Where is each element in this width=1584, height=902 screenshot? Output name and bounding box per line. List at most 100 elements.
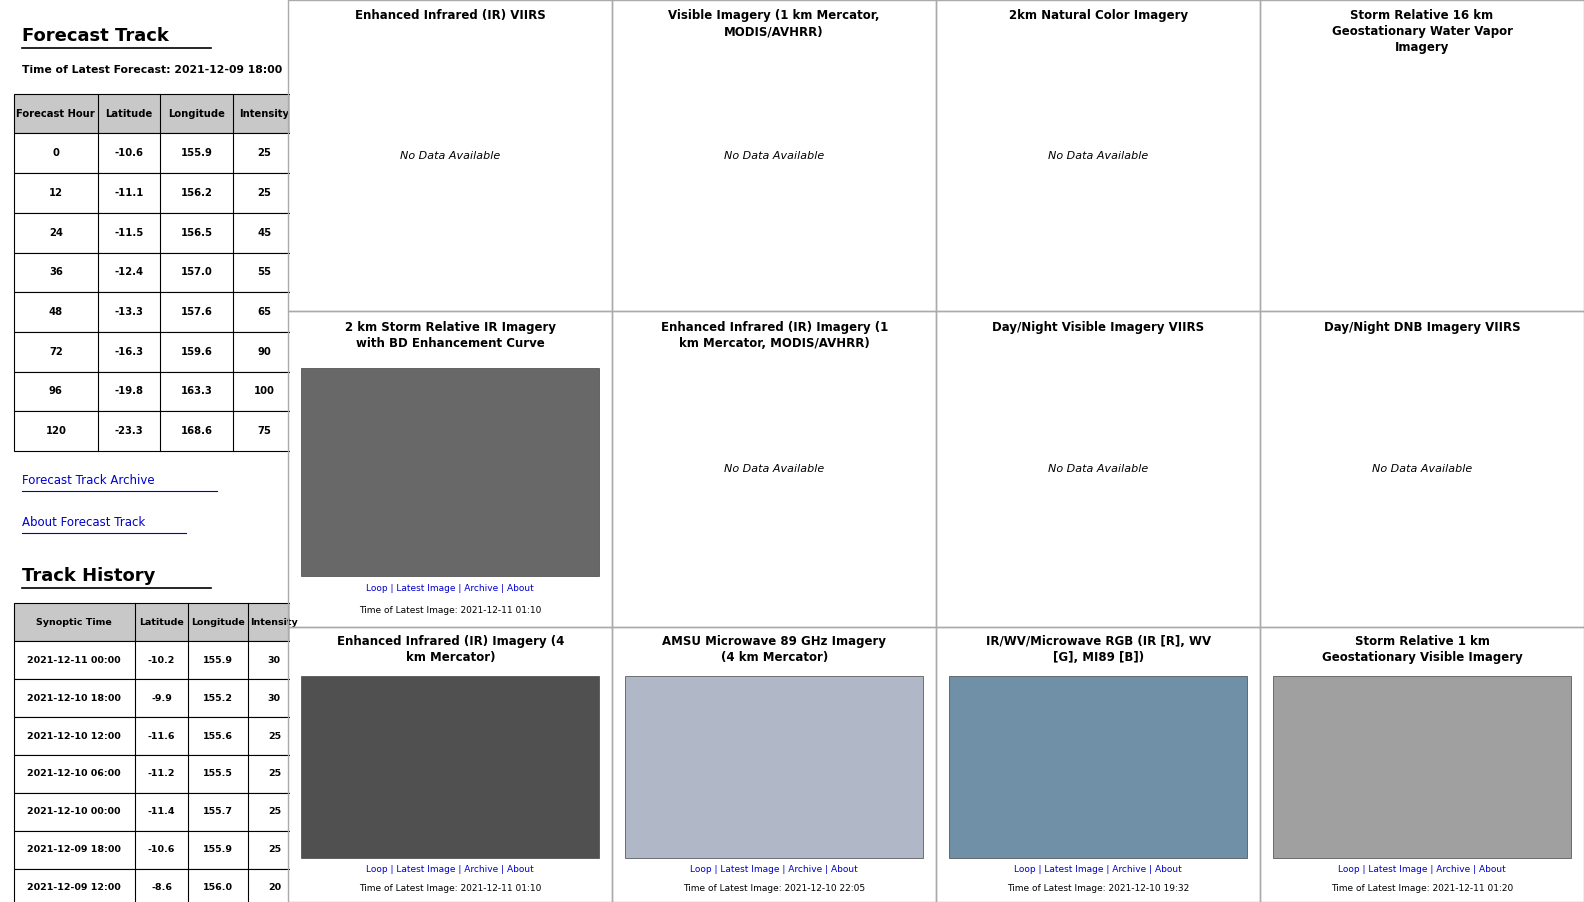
Bar xyxy=(14,831,296,869)
Text: 12: 12 xyxy=(49,188,63,198)
Text: No Data Available: No Data Available xyxy=(1049,151,1148,161)
Text: -12.4: -12.4 xyxy=(114,267,144,278)
Text: No Data Available: No Data Available xyxy=(724,464,824,474)
Text: 157.6: 157.6 xyxy=(181,307,212,318)
Text: 155.6: 155.6 xyxy=(203,732,233,741)
Text: -23.3: -23.3 xyxy=(116,426,144,437)
Text: 20: 20 xyxy=(268,883,280,892)
Text: Forecast Hour: Forecast Hour xyxy=(16,108,95,119)
Text: 156.0: 156.0 xyxy=(203,883,233,892)
Text: 100: 100 xyxy=(253,386,276,397)
Bar xyxy=(14,411,293,451)
Text: 30: 30 xyxy=(268,656,280,665)
Text: 168.6: 168.6 xyxy=(181,426,212,437)
Bar xyxy=(14,603,296,641)
Text: Time of Latest Image: 2021-12-11 01:10: Time of Latest Image: 2021-12-11 01:10 xyxy=(360,884,542,893)
Text: 2021-12-09 18:00: 2021-12-09 18:00 xyxy=(27,845,120,854)
Text: -11.1: -11.1 xyxy=(114,188,144,198)
Text: 2021-12-11 00:00: 2021-12-11 00:00 xyxy=(27,656,120,665)
Text: 157.0: 157.0 xyxy=(181,267,212,278)
Text: Day/Night Visible Imagery VIIRS: Day/Night Visible Imagery VIIRS xyxy=(992,320,1204,334)
Text: 25: 25 xyxy=(268,769,280,778)
Text: -10.6: -10.6 xyxy=(114,148,144,159)
Bar xyxy=(14,372,293,411)
Text: Loop | Latest Image | Archive | About: Loop | Latest Image | Archive | About xyxy=(366,584,534,594)
Text: 72: 72 xyxy=(49,346,63,357)
Text: -11.4: -11.4 xyxy=(147,807,176,816)
Text: Enhanced Infrared (IR) Imagery (4
km Mercator): Enhanced Infrared (IR) Imagery (4 km Mer… xyxy=(336,635,564,664)
Bar xyxy=(14,133,293,173)
Bar xyxy=(14,679,296,717)
Text: Time of Latest Image: 2021-12-11 01:10: Time of Latest Image: 2021-12-11 01:10 xyxy=(360,606,542,615)
Text: Latitude: Latitude xyxy=(139,618,184,627)
Text: Intensity: Intensity xyxy=(239,108,290,119)
Text: Storm Relative 1 km
Geostationary Visible Imagery: Storm Relative 1 km Geostationary Visibl… xyxy=(1321,635,1522,664)
Text: 25: 25 xyxy=(258,188,271,198)
Text: 163.3: 163.3 xyxy=(181,386,212,397)
Text: 156.2: 156.2 xyxy=(181,188,212,198)
Text: 30: 30 xyxy=(268,694,280,703)
Text: Track History: Track History xyxy=(22,567,155,585)
Text: -10.6: -10.6 xyxy=(147,845,176,854)
Bar xyxy=(1274,676,1571,858)
Text: Loop | Latest Image | Archive | About: Loop | Latest Image | Archive | About xyxy=(1014,865,1182,874)
Bar xyxy=(14,717,296,755)
Text: Loop | Latest Image | Archive | About: Loop | Latest Image | Archive | About xyxy=(366,865,534,874)
Text: Intensity: Intensity xyxy=(250,618,298,627)
Text: No Data Available: No Data Available xyxy=(1372,464,1472,474)
Text: Time of Latest Forecast: 2021-12-09 18:00: Time of Latest Forecast: 2021-12-09 18:0… xyxy=(22,65,282,75)
Text: 2021-12-10 18:00: 2021-12-10 18:00 xyxy=(27,694,120,703)
Text: Latitude: Latitude xyxy=(106,108,152,119)
Text: 90: 90 xyxy=(258,346,271,357)
Text: 2 km Storm Relative IR Imagery
with BD Enhancement Curve: 2 km Storm Relative IR Imagery with BD E… xyxy=(345,320,556,350)
Text: Longitude: Longitude xyxy=(192,618,246,627)
Text: 2021-12-10 12:00: 2021-12-10 12:00 xyxy=(27,732,120,741)
Text: -11.6: -11.6 xyxy=(147,732,176,741)
Bar xyxy=(14,173,293,213)
Bar xyxy=(14,869,296,902)
Text: 25: 25 xyxy=(268,807,280,816)
Text: 25: 25 xyxy=(258,148,271,159)
Text: 45: 45 xyxy=(258,227,271,238)
Text: 24: 24 xyxy=(49,227,63,238)
Bar xyxy=(14,253,293,292)
Bar xyxy=(14,641,296,679)
Text: Day/Night DNB Imagery VIIRS: Day/Night DNB Imagery VIIRS xyxy=(1324,320,1521,334)
Bar xyxy=(301,368,599,576)
Text: 155.5: 155.5 xyxy=(203,769,233,778)
Text: 155.2: 155.2 xyxy=(203,694,233,703)
Text: 2km Natural Color Imagery: 2km Natural Color Imagery xyxy=(1009,9,1188,23)
Text: 96: 96 xyxy=(49,386,63,397)
Bar xyxy=(14,332,293,372)
Text: Longitude: Longitude xyxy=(168,108,225,119)
Text: 155.9: 155.9 xyxy=(181,148,212,159)
Text: -8.6: -8.6 xyxy=(150,883,173,892)
Text: Storm Relative 16 km
Geostationary Water Vapor
Imagery: Storm Relative 16 km Geostationary Water… xyxy=(1332,9,1513,54)
Text: Time of Latest Image: 2021-12-10 22:05: Time of Latest Image: 2021-12-10 22:05 xyxy=(683,884,865,893)
Bar xyxy=(14,94,293,133)
Text: 155.7: 155.7 xyxy=(203,807,233,816)
Text: Enhanced Infrared (IR) Imagery (1
km Mercator, MODIS/AVHRR): Enhanced Infrared (IR) Imagery (1 km Mer… xyxy=(661,320,887,350)
Text: About Forecast Track: About Forecast Track xyxy=(22,516,146,529)
Text: -13.3: -13.3 xyxy=(114,307,144,318)
Text: 2021-12-10 06:00: 2021-12-10 06:00 xyxy=(27,769,120,778)
Bar xyxy=(14,213,293,253)
Text: 0: 0 xyxy=(52,148,59,159)
Text: 25: 25 xyxy=(268,732,280,741)
Text: 25: 25 xyxy=(268,845,280,854)
Text: 48: 48 xyxy=(49,307,63,318)
Text: -11.5: -11.5 xyxy=(114,227,144,238)
Text: 55: 55 xyxy=(258,267,271,278)
Text: Visible Imagery (1 km Mercator,
MODIS/AVHRR): Visible Imagery (1 km Mercator, MODIS/AV… xyxy=(668,9,881,39)
Text: Enhanced Infrared (IR) VIIRS: Enhanced Infrared (IR) VIIRS xyxy=(355,9,545,23)
Text: No Data Available: No Data Available xyxy=(401,151,501,161)
Text: 36: 36 xyxy=(49,267,63,278)
Text: Time of Latest Image: 2021-12-10 19:32: Time of Latest Image: 2021-12-10 19:32 xyxy=(1007,884,1190,893)
Text: 120: 120 xyxy=(46,426,67,437)
Text: Synoptic Time: Synoptic Time xyxy=(36,618,112,627)
Text: -9.9: -9.9 xyxy=(150,694,173,703)
Bar xyxy=(14,755,296,793)
Bar xyxy=(14,292,293,332)
Bar xyxy=(626,676,923,858)
Text: -19.8: -19.8 xyxy=(114,386,144,397)
